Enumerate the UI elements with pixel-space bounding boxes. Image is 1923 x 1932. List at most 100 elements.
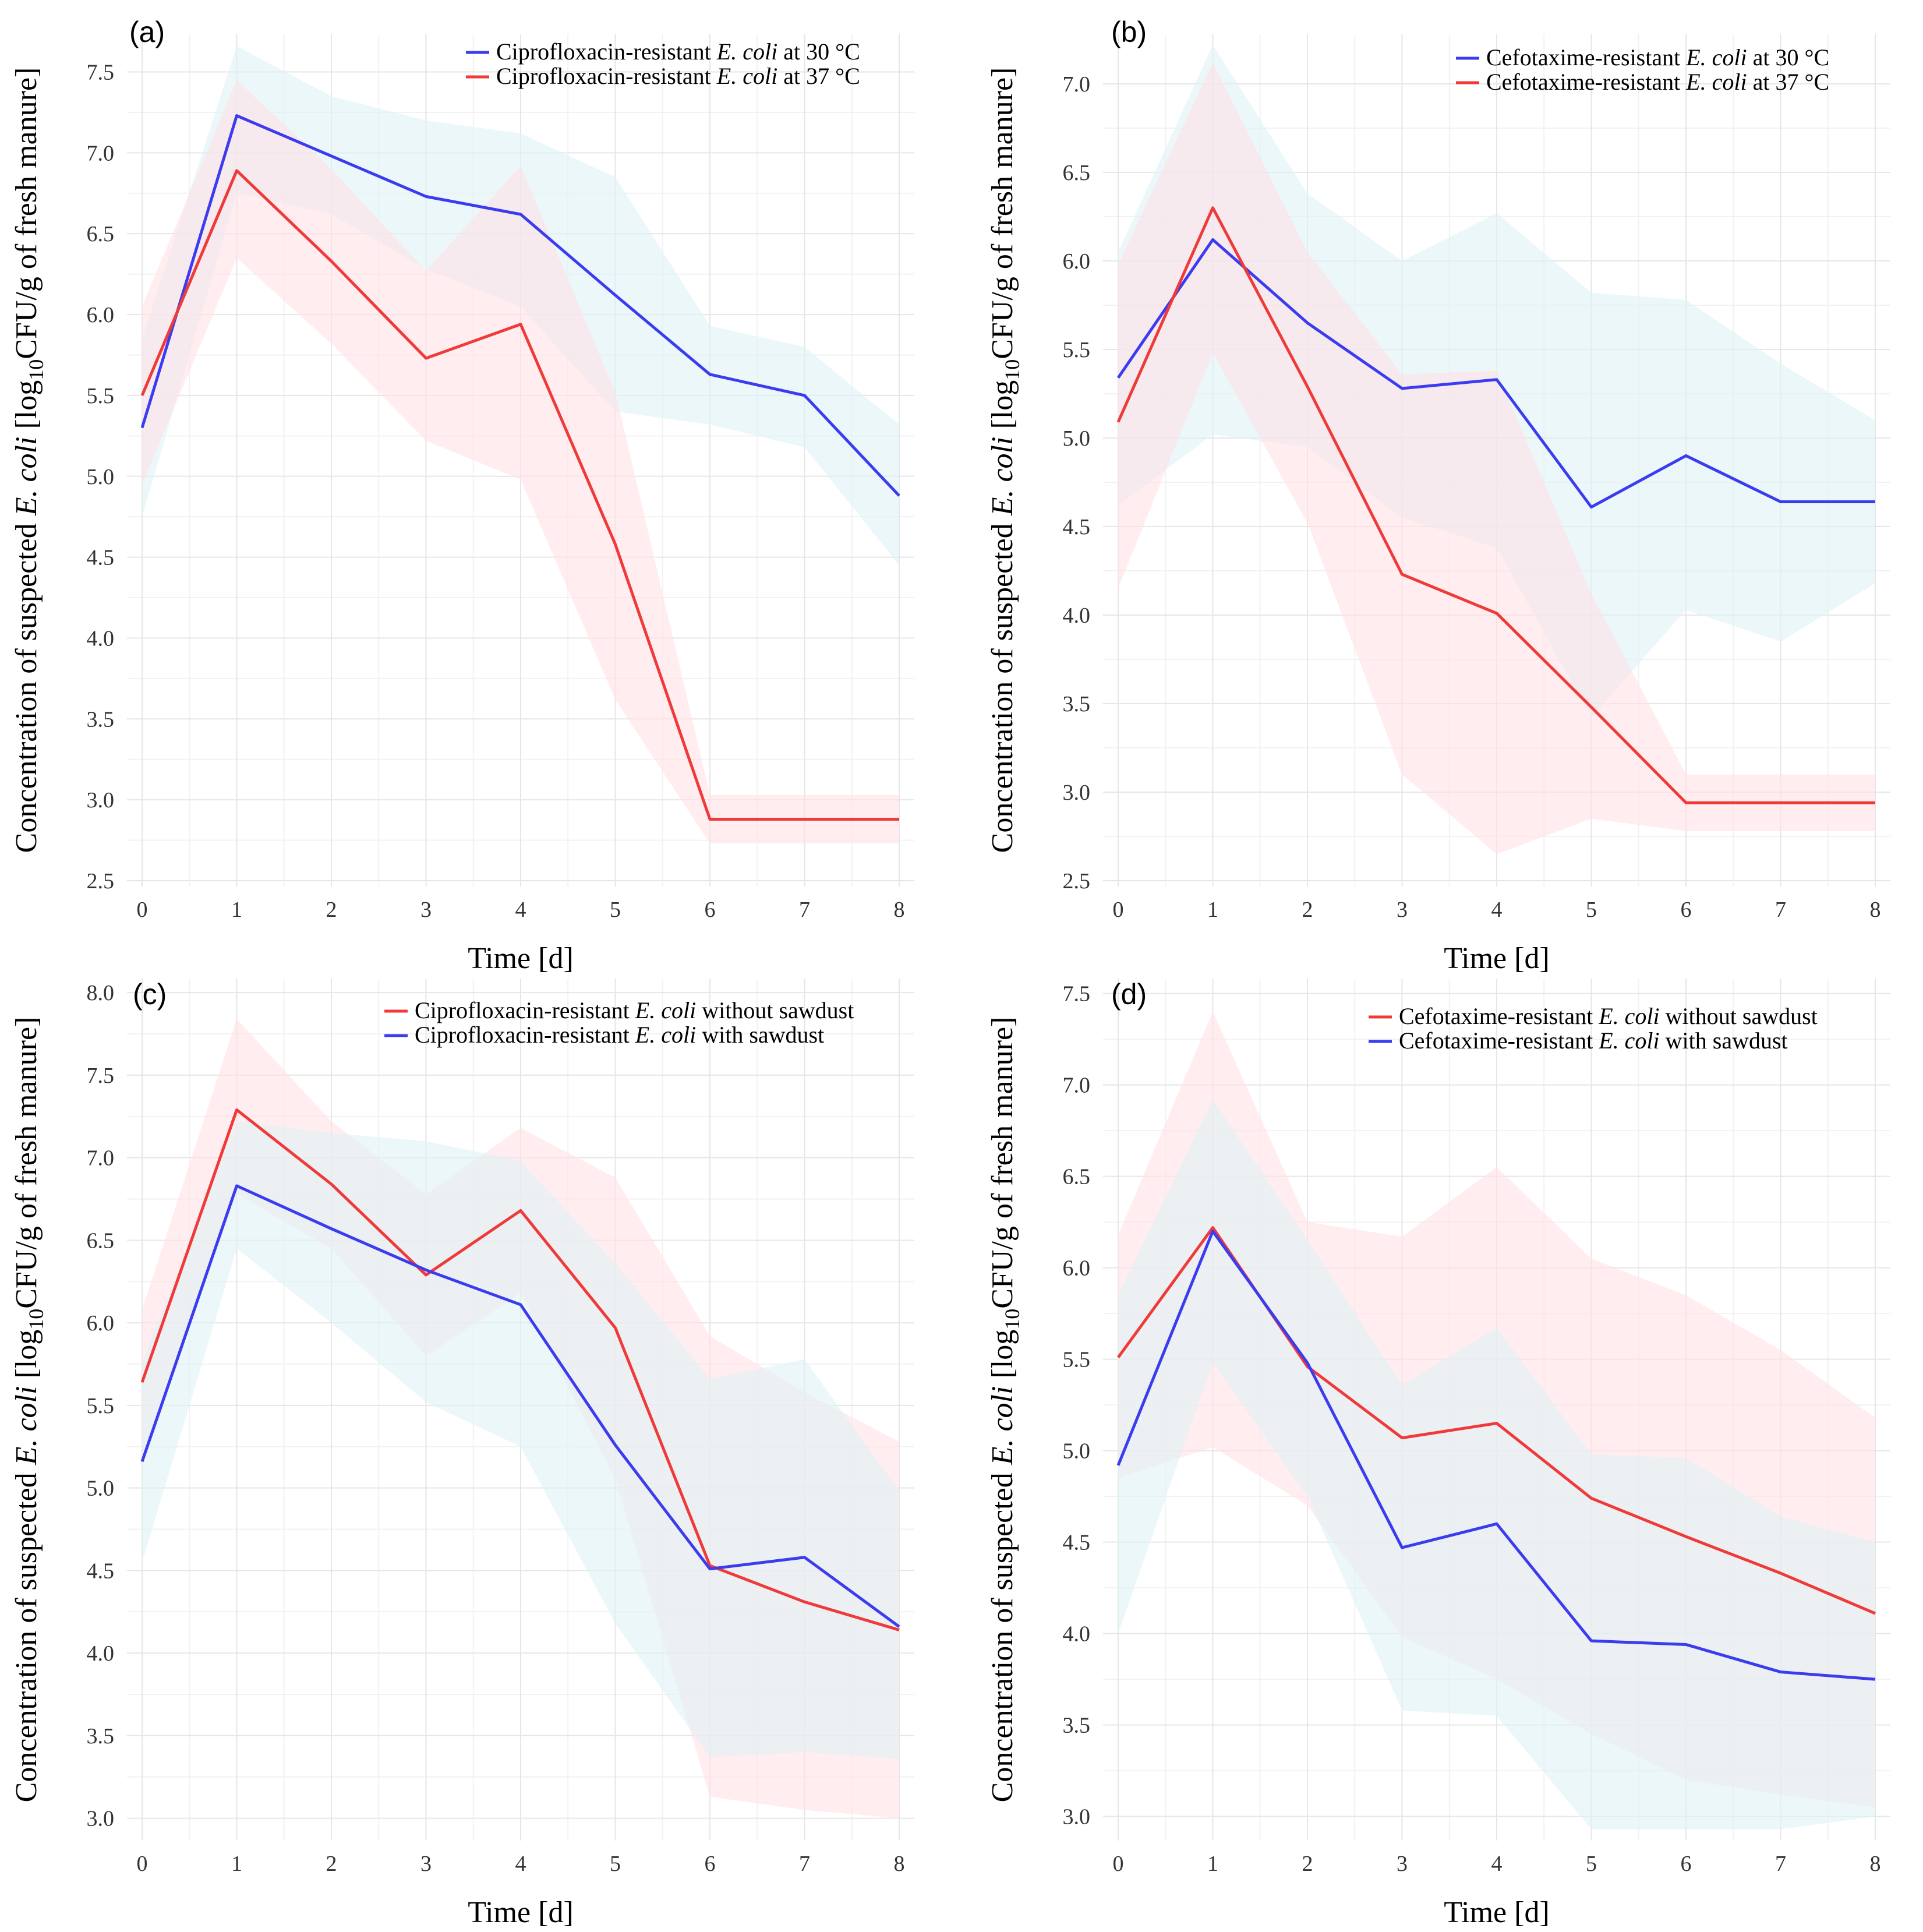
data-point-red [1116, 1356, 1120, 1359]
data-point-red [425, 356, 428, 360]
data-point-blue [803, 394, 807, 397]
y-tick-label: 6.5 [87, 222, 115, 246]
data-point-red [708, 817, 712, 821]
data-point-red [897, 817, 901, 821]
x-tick-label: 2 [326, 898, 337, 922]
x-tick-label: 3 [420, 898, 432, 922]
y-tick-label: 2.5 [87, 869, 115, 893]
x-tick-label: 1 [1207, 898, 1218, 922]
y-tick-label: 4.5 [87, 546, 115, 570]
y-tick-label: 5.5 [87, 384, 115, 408]
data-point-red [519, 323, 522, 326]
data-point-blue [1590, 506, 1593, 509]
data-point-red [235, 169, 239, 172]
x-tick-label: 6 [1681, 1852, 1692, 1876]
x-tick-label: 4 [1491, 898, 1503, 922]
data-point-red [1306, 385, 1309, 388]
y-tick-label: 5.0 [87, 465, 115, 489]
x-tick-label: 1 [231, 898, 242, 922]
legend-entry: Ciprofloxacin-resistant E. coli at 30 °C [496, 38, 860, 65]
data-point-blue [1873, 500, 1877, 503]
legend-entry: Ciprofloxacin-resistant E. coli with saw… [415, 1022, 824, 1048]
data-point-blue [519, 1303, 522, 1306]
data-point-blue [1306, 1361, 1309, 1365]
data-point-blue [330, 1227, 333, 1231]
data-point-blue [897, 494, 901, 497]
data-point-red [1116, 421, 1120, 424]
legend-entry: Cefotaxime-resistant E. coli without saw… [1399, 1003, 1818, 1029]
data-point-red [614, 542, 617, 546]
y-tick-label: 3.0 [87, 1807, 115, 1831]
data-point-red [140, 1380, 144, 1384]
data-point-red [425, 1273, 428, 1277]
x-tick-label: 0 [1113, 898, 1124, 922]
data-point-blue [1116, 376, 1120, 380]
legend-entry: Ciprofloxacin-resistant E. coli without … [415, 997, 854, 1023]
y-tick-label: 5.0 [1063, 426, 1091, 451]
data-point-red [1401, 573, 1404, 576]
x-tick-label: 8 [894, 898, 905, 922]
x-tick-label: 6 [705, 1852, 716, 1876]
x-tick-label: 7 [799, 898, 810, 922]
data-point-red [1684, 1535, 1688, 1538]
x-axis-title: Time [d] [468, 1896, 574, 1929]
series-line-red [140, 1108, 900, 1631]
x-tick-label: 1 [1207, 1852, 1218, 1876]
y-tick-label: 4.5 [87, 1559, 115, 1583]
data-point-red [1873, 801, 1877, 804]
data-point-blue [614, 294, 617, 297]
x-tick-label: 4 [515, 898, 526, 922]
legend-entry: Cefotaxime-resistant E. coli at 30 °C [1486, 44, 1829, 70]
y-tick-label: 7.5 [87, 61, 115, 85]
data-point-blue [330, 154, 333, 158]
data-point-blue [1590, 1639, 1593, 1643]
y-tick-label: 5.5 [1063, 1348, 1091, 1372]
y-tick-label: 7.0 [1063, 72, 1091, 97]
panel-label: (c) [133, 978, 167, 1011]
data-point-blue [235, 1184, 239, 1188]
data-point-blue [1779, 1670, 1783, 1674]
y-tick-label: 7.5 [1063, 982, 1091, 1006]
x-tick-label: 6 [705, 898, 716, 922]
x-tick-label: 2 [1302, 898, 1313, 922]
x-tick-label: 8 [1870, 1852, 1881, 1876]
series-line-red [140, 169, 899, 821]
confidence-band-red [1118, 62, 1875, 854]
y-tick-label: 4.0 [1063, 603, 1091, 628]
data-point-red [897, 1628, 901, 1631]
data-point-red [140, 394, 144, 397]
y-tick-label: 4.0 [87, 1641, 115, 1666]
x-tick-label: 6 [1681, 898, 1692, 922]
data-point-red [330, 259, 333, 263]
y-tick-label: 5.0 [87, 1477, 115, 1501]
data-point-red [1211, 1226, 1215, 1230]
x-tick-label: 1 [231, 1852, 242, 1876]
data-point-red [1873, 1612, 1877, 1615]
data-point-red [803, 817, 807, 821]
y-axis-title: Concentration of suspected E. coli [log1… [10, 68, 48, 853]
y-tick-label: 5.5 [87, 1394, 115, 1418]
y-tick-label: 4.0 [87, 626, 115, 651]
x-tick-label: 3 [420, 1852, 432, 1876]
y-tick-label: 4.5 [1063, 1531, 1091, 1555]
panel-label: (d) [1111, 978, 1147, 1011]
legend-entry: Cefotaxime-resistant E. coli at 37 °C [1486, 69, 1829, 95]
data-point-blue [1401, 1546, 1404, 1549]
x-tick-label: 0 [1113, 1852, 1124, 1876]
data-point-red [614, 1326, 617, 1330]
y-axis-title: Concentration of suspected E. coli [log1… [986, 68, 1024, 853]
y-axis-title: Concentration of suspected E. coli [log1… [986, 1017, 1024, 1803]
x-tick-label: 3 [1397, 1852, 1408, 1876]
panel-label: (a) [129, 16, 165, 48]
x-tick-label: 2 [1302, 1852, 1313, 1876]
y-tick-label: 6.0 [87, 1311, 115, 1336]
x-tick-label: 8 [1870, 898, 1881, 922]
panel-b: 0 1 2 3 4 5 6 7 8 2.5 3.0 3.5 4.0 4.5 5.0 5.5 6.0 6.5 7.0 (… [986, 16, 1890, 975]
x-tick-label: 5 [1586, 898, 1597, 922]
y-tick-label: 4.5 [1063, 515, 1091, 539]
data-point-blue [1779, 500, 1783, 503]
data-point-blue [140, 1460, 144, 1463]
data-point-blue [425, 1268, 428, 1271]
data-point-blue [140, 426, 144, 429]
